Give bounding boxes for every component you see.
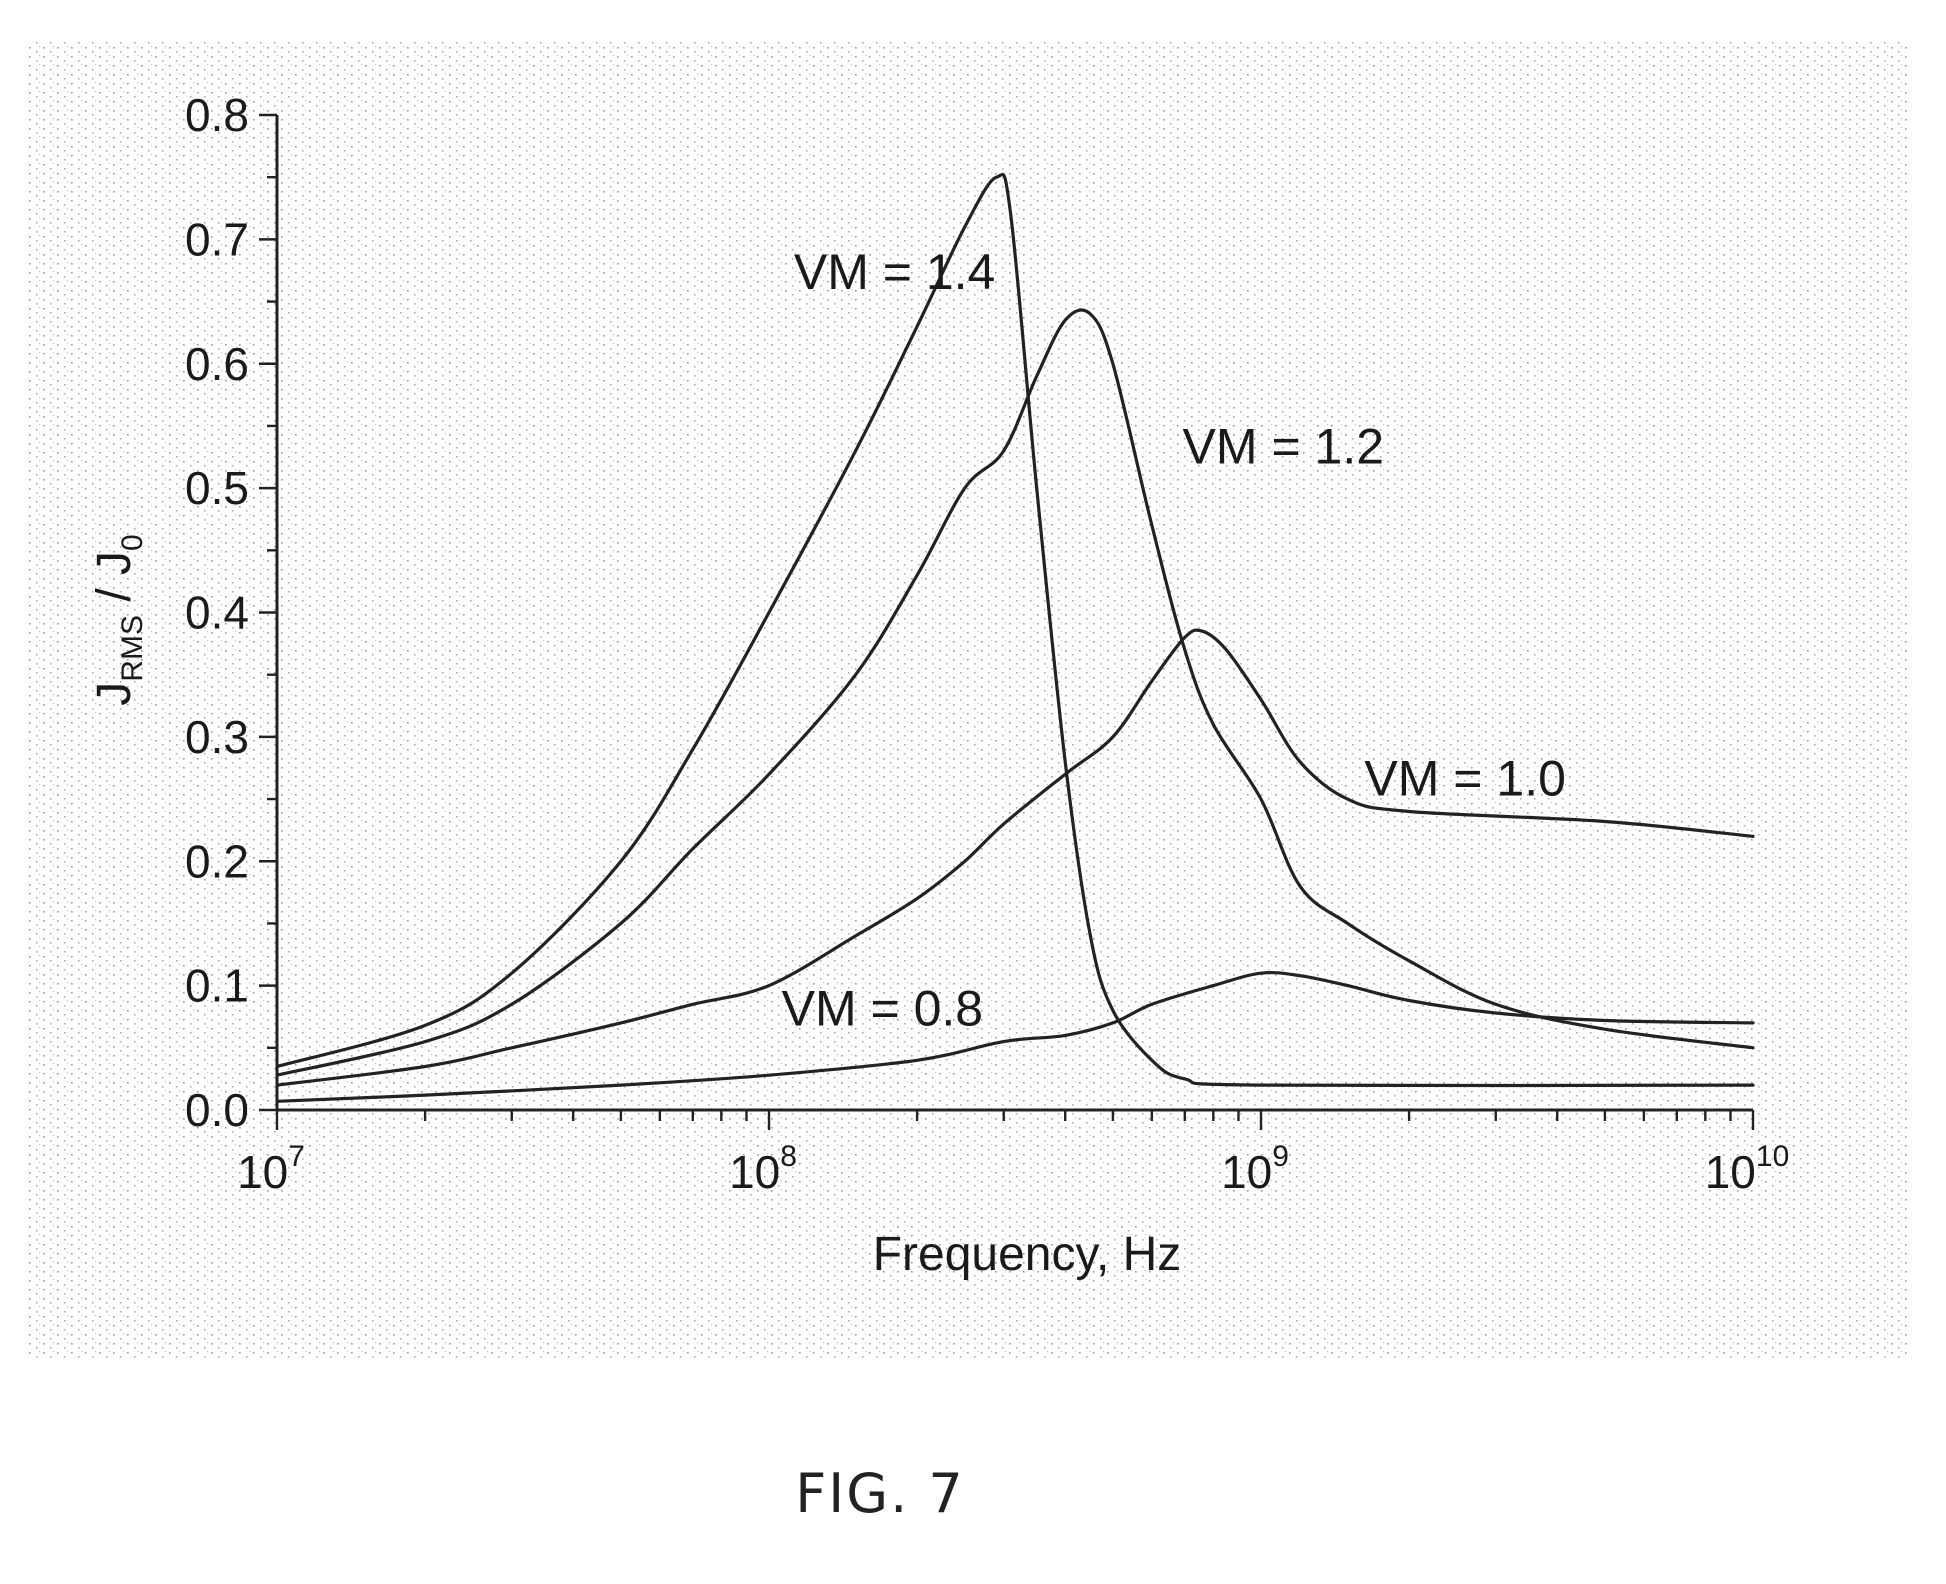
y-axis-title-sep: / bbox=[88, 575, 141, 615]
y-tick-label: 0.7 bbox=[185, 213, 249, 265]
y-axis-title-main-sub: RMS bbox=[116, 615, 149, 682]
y-axis-title-denom-sub: 0 bbox=[116, 534, 149, 551]
stippled-background bbox=[28, 40, 1908, 1358]
series-label: VM = 0.8 bbox=[782, 980, 984, 1036]
figure-caption: FIG. 7 bbox=[795, 1462, 965, 1525]
y-tick-label: 0.0 bbox=[185, 1084, 249, 1136]
series-label: VM = 1.0 bbox=[1364, 750, 1566, 806]
series-label: VM = 1.2 bbox=[1183, 418, 1385, 474]
y-tick-label: 0.4 bbox=[185, 587, 249, 639]
y-tick-label: 0.3 bbox=[185, 711, 249, 763]
y-tick-label: 0.1 bbox=[185, 960, 249, 1012]
y-tick-label: 0.8 bbox=[185, 89, 249, 141]
x-axis-title: Frequency, Hz bbox=[873, 1228, 1182, 1281]
y-axis-title-main: J bbox=[88, 682, 141, 706]
series-label: VM = 1.4 bbox=[794, 244, 996, 300]
y-tick-label: 0.5 bbox=[185, 462, 249, 514]
y-tick-label: 0.2 bbox=[185, 835, 249, 887]
y-axis-title-denom: J bbox=[88, 551, 141, 575]
y-tick-label: 0.6 bbox=[185, 338, 249, 390]
